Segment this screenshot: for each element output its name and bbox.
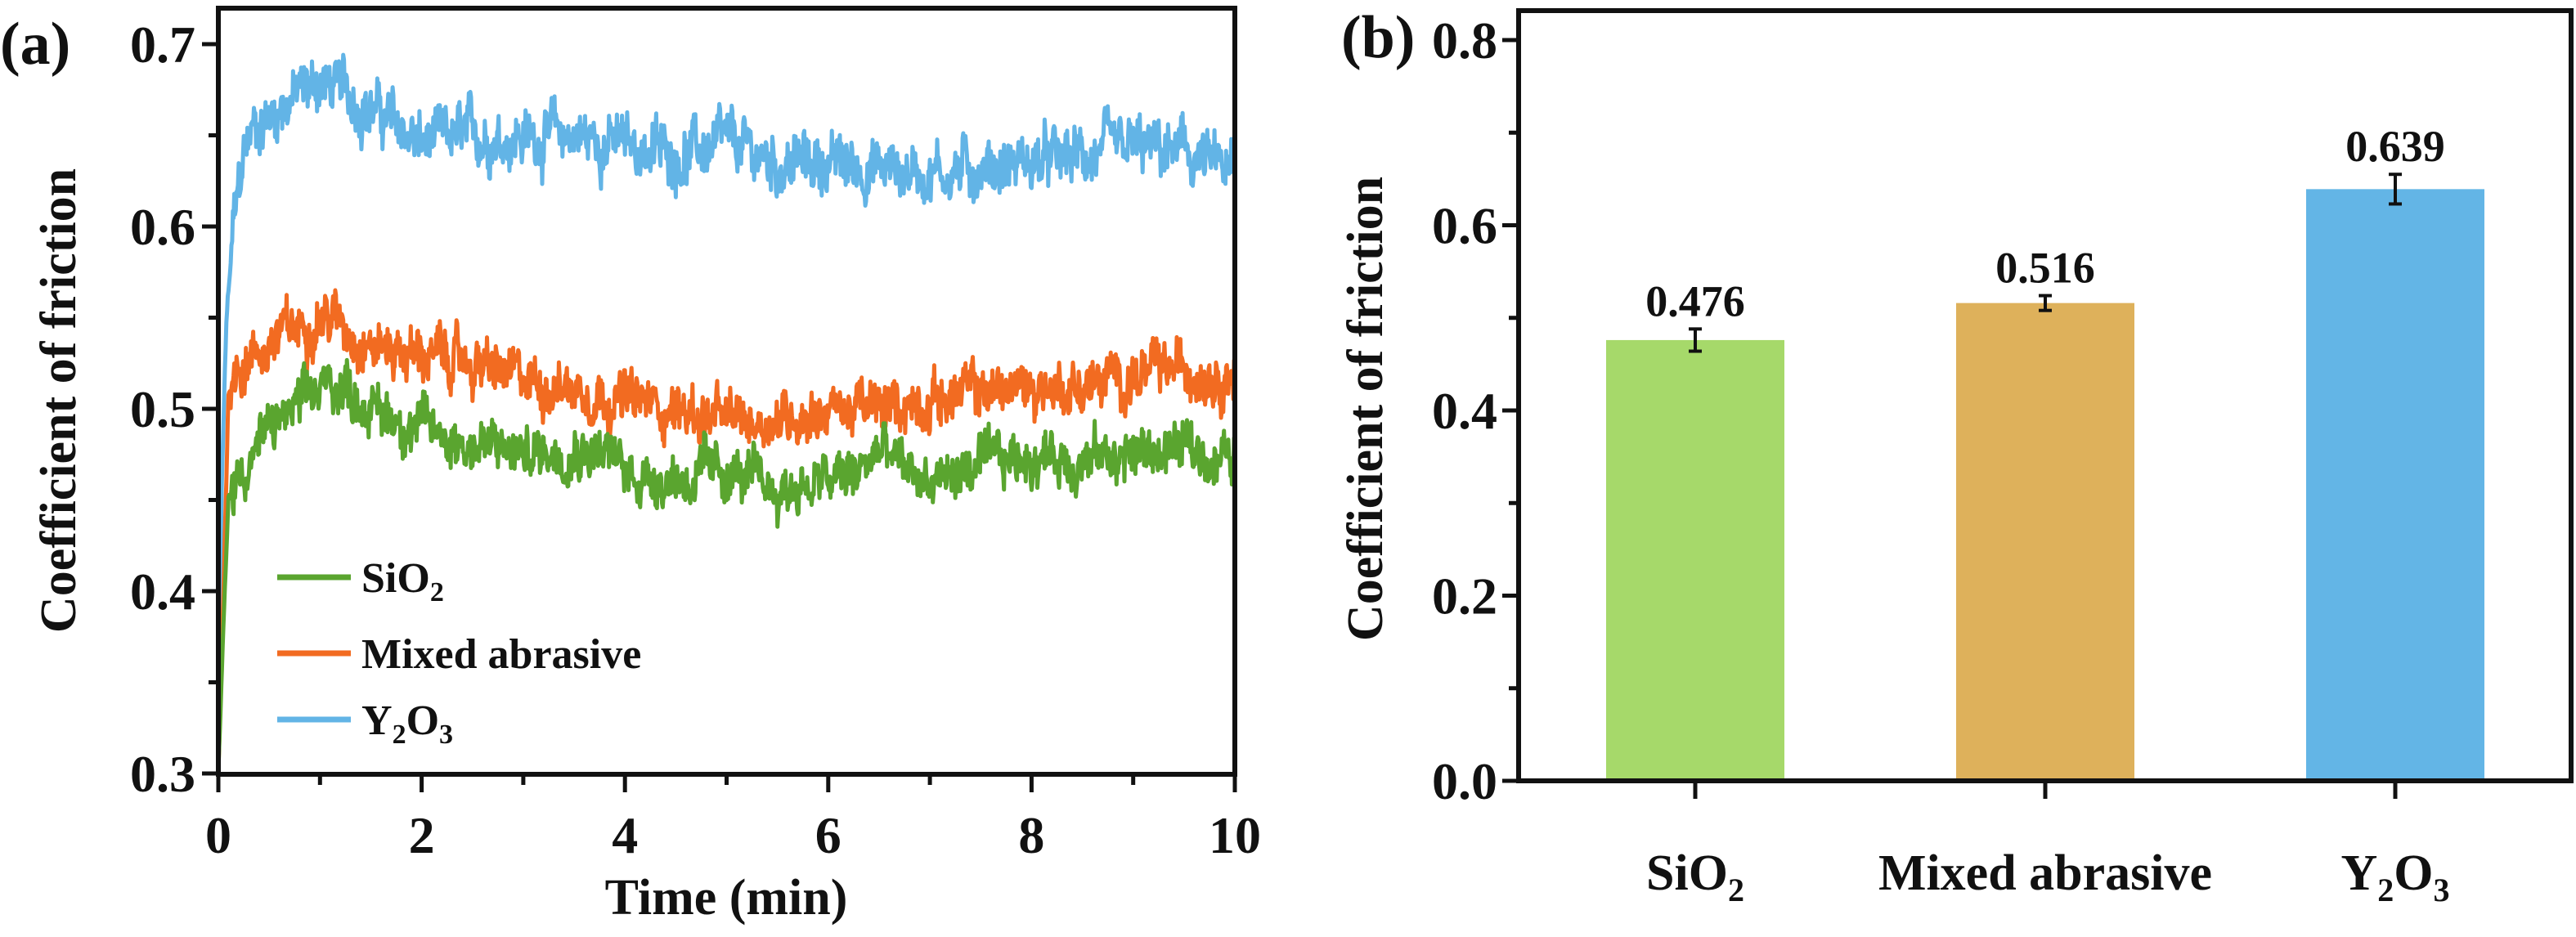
bar-value-label: 0.516: [1995, 244, 2095, 293]
panel-a-y-axis-title: Coefficient of friction: [31, 168, 87, 633]
x-category-label: Y2O3: [2340, 845, 2449, 908]
error-bar: [2039, 294, 2052, 312]
panel-b-plot-frame: [1516, 8, 2574, 783]
legend-item: SiO2: [277, 555, 444, 607]
panel-b-bars-group: 0.476 SiO2 0.516 Mixed abrasive 0.639 Y2O3: [1606, 122, 2484, 908]
bar-mixed-abrasive: [1956, 303, 2134, 781]
panel-b-label: (b): [1341, 4, 1415, 71]
panel-b-y-axis-title: Coefficient of friction: [1338, 177, 1393, 641]
panel-b-bar-chart: (b) Coefficient of friction 0.476 SiO2 0.5…: [1338, 4, 2574, 908]
series-line-y2o3: [218, 52, 1235, 774]
y-tick-label: 0.6: [1432, 197, 1497, 255]
x-tick-label: 8: [1018, 806, 1044, 864]
y-tick-label: 0.7: [130, 16, 195, 74]
panel-a-x-axis-title: Time (min): [605, 870, 848, 926]
bar-y2o3: [2306, 189, 2484, 781]
legend-label: SiO2: [361, 555, 444, 607]
y-tick-label: 0.6: [130, 198, 195, 256]
x-tick-label: 4: [612, 806, 638, 864]
x-category-label: Mixed abrasive: [1878, 845, 2212, 901]
panel-a-label: (a): [0, 11, 70, 78]
x-tick-label: 10: [1209, 806, 1261, 864]
y-tick-label: 0.5: [130, 380, 195, 438]
y-tick-label: 0.2: [1432, 567, 1497, 625]
x-category-label: SiO2: [1646, 845, 1744, 908]
panel-a-series-group: [218, 52, 1235, 774]
legend-label: Mixed abrasive: [361, 631, 641, 678]
x-tick-label: 2: [409, 806, 435, 864]
series-line-sio2: [218, 357, 1235, 774]
error-bar: [1689, 327, 1702, 353]
y-tick-label: 0.4: [1432, 382, 1497, 440]
x-tick-label: 6: [815, 806, 841, 864]
panel-a-axes: 0.3 0.4 0.5 0.6 0.7 0 2 4 6 8 10: [130, 6, 1261, 864]
bar-value-label: 0.639: [2345, 122, 2445, 171]
bar-value-label: 0.476: [1645, 276, 1745, 325]
panel-a-legend: SiO2 Mixed abrasive Y2O3: [277, 555, 641, 750]
error-bar: [2389, 173, 2402, 206]
panel-a-line-chart: (a) Coefficient of friction Time (min) 0…: [0, 6, 1261, 926]
legend-label: Y2O3: [361, 697, 453, 750]
y-tick-label: 0.8: [1432, 11, 1497, 69]
y-tick-label: 0.4: [130, 563, 195, 621]
bar-sio2: [1606, 339, 1784, 781]
x-tick-label: 0: [205, 806, 231, 864]
y-tick-label: 0.3: [130, 745, 195, 803]
y-tick-label: 0.0: [1432, 752, 1497, 810]
series-line-mixed-abrasive: [218, 288, 1235, 772]
legend-item: Y2O3: [277, 697, 453, 750]
panel-b-axes: 0.0 0.2 0.4 0.6 0.8: [1432, 8, 2574, 810]
legend-item: Mixed abrasive: [277, 631, 641, 678]
